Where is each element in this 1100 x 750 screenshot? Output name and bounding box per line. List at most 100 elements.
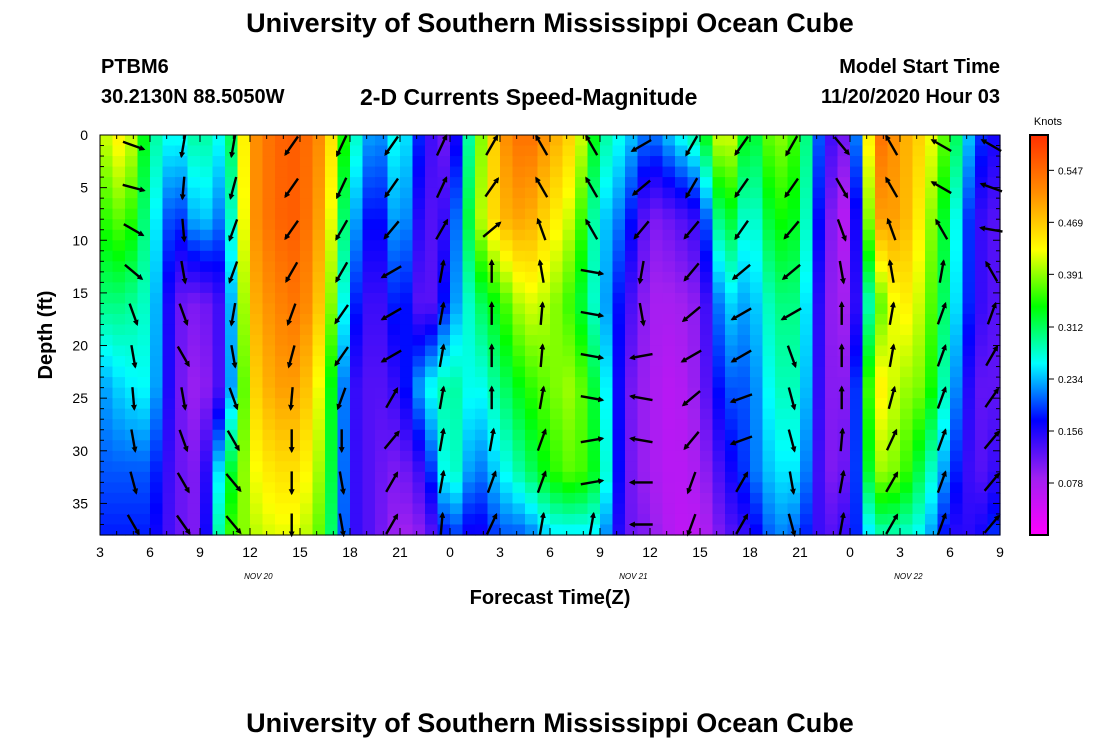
heatmap-cell	[637, 219, 651, 231]
heatmap-cell	[387, 187, 401, 199]
heatmap-cell	[775, 492, 789, 505]
heatmap-cell	[612, 303, 626, 315]
heatmap-cell	[350, 408, 364, 420]
heatmap-cell	[375, 524, 389, 536]
heatmap-cell	[900, 471, 914, 483]
heatmap-cell	[362, 324, 376, 336]
heatmap-cell	[575, 440, 589, 452]
heatmap-cell	[150, 187, 164, 199]
heatmap-cell	[875, 513, 889, 526]
heatmap-cell	[462, 219, 476, 231]
heatmap-cell	[412, 187, 426, 199]
heatmap-cell	[562, 303, 576, 315]
heatmap-cell	[975, 271, 989, 283]
heatmap-cell	[500, 282, 514, 294]
heatmap-cell	[500, 271, 514, 283]
heatmap-cell	[187, 503, 201, 515]
heatmap-cell	[750, 408, 764, 420]
heatmap-cell	[212, 187, 226, 199]
heatmap-cell	[425, 271, 439, 283]
heatmap-cell	[550, 187, 564, 199]
heatmap-cell	[350, 461, 364, 473]
heatmap-cell	[825, 461, 839, 473]
heatmap-cell	[662, 471, 676, 483]
heatmap-cell	[337, 240, 351, 252]
heatmap-cell	[700, 482, 714, 494]
heatmap-cell	[500, 177, 514, 189]
heatmap-cell	[325, 335, 339, 347]
heatmap-cell	[325, 229, 339, 241]
current-arrow	[535, 134, 549, 156]
heatmap-cell	[237, 135, 251, 147]
heatmap-cell	[225, 335, 239, 347]
heatmap-cell	[962, 377, 976, 389]
current-arrow	[122, 183, 146, 193]
y-tick-label: 10	[72, 232, 88, 248]
heatmap-cell	[725, 292, 739, 305]
heatmap-cell	[462, 229, 476, 241]
heatmap-cell	[712, 356, 726, 368]
heatmap-cell	[375, 187, 389, 199]
heatmap-cell	[250, 313, 264, 326]
heatmap-cell	[587, 377, 601, 389]
heatmap-cell	[125, 492, 139, 505]
heatmap-cell	[800, 145, 814, 157]
heatmap-cell	[362, 198, 376, 210]
heatmap-cell	[275, 377, 289, 389]
heatmap-cell	[962, 492, 976, 505]
heatmap-cell	[837, 219, 851, 231]
heatmap-cell	[362, 135, 376, 147]
x-tick-label: 0	[846, 544, 854, 560]
heatmap-cell	[937, 187, 951, 199]
heatmap-cell	[650, 166, 664, 178]
heatmap-cell	[800, 229, 814, 241]
current-arrow	[180, 387, 188, 411]
current-arrow	[228, 261, 239, 284]
heatmap-cell	[612, 145, 626, 157]
heatmap-cell	[950, 461, 964, 473]
heatmap-cell	[150, 177, 164, 189]
heatmap-cell	[775, 524, 789, 536]
current-arrow	[225, 473, 242, 493]
heatmap-cell	[900, 440, 914, 452]
heatmap-cell	[312, 366, 326, 378]
heatmap-cell	[512, 250, 526, 262]
current-arrow	[838, 469, 846, 494]
heatmap-cell	[900, 524, 914, 536]
heatmap-cell	[962, 440, 976, 452]
heatmap-cell	[525, 145, 539, 157]
heatmap-cell	[312, 471, 326, 483]
heatmap-cell	[237, 219, 251, 231]
heatmap-cell	[425, 198, 439, 210]
heatmap-cell	[125, 450, 139, 462]
heatmap-cell	[312, 429, 326, 441]
heatmap-cell	[662, 208, 676, 220]
heatmap-cell	[300, 135, 314, 147]
heatmap-cell	[125, 208, 139, 220]
heatmap-cell	[400, 261, 414, 273]
heatmap-cell	[375, 482, 389, 494]
heatmap-cell	[675, 145, 689, 157]
heatmap-cell	[537, 282, 551, 294]
heatmap-cell	[650, 450, 664, 462]
heatmap-cell	[750, 387, 764, 399]
heatmap-cell	[475, 513, 489, 526]
heatmap-cell	[525, 440, 539, 452]
heatmap-cell	[962, 429, 976, 441]
heatmap-cell	[862, 292, 876, 305]
heatmap-cell	[875, 524, 889, 536]
heatmap-cell	[400, 387, 414, 399]
heatmap-cell	[300, 513, 314, 526]
heatmap-cell	[137, 450, 151, 462]
heatmap-cell	[625, 166, 639, 178]
heatmap-cell	[912, 524, 926, 536]
heatmap-cell	[525, 198, 539, 210]
heatmap-cell	[175, 450, 189, 462]
heatmap-cell	[312, 398, 326, 410]
heatmap-cell	[387, 345, 401, 357]
heatmap-cell	[950, 324, 964, 336]
heatmap-cell	[625, 398, 639, 410]
heatmap-cell	[437, 345, 451, 357]
heatmap-cell	[587, 166, 601, 178]
heatmap-cell	[412, 271, 426, 283]
